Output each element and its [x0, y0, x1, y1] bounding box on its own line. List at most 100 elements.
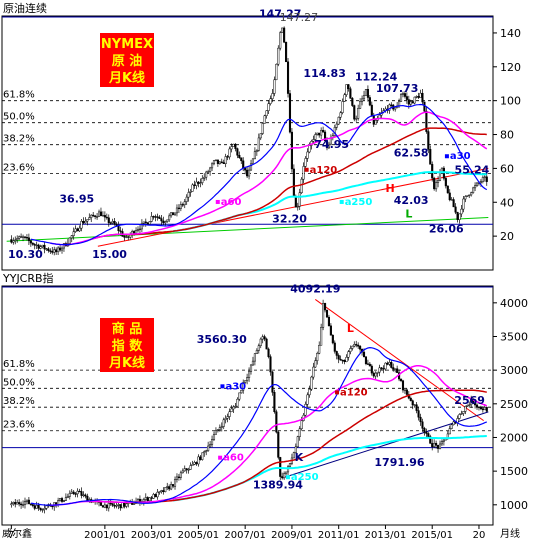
candle-body: [251, 158, 255, 165]
candle-body: [405, 389, 408, 395]
candle-body: [435, 182, 438, 190]
ma-label: a60: [221, 197, 242, 208]
candle-body: [419, 416, 422, 423]
candle-body: [16, 502, 19, 505]
ma-label: a60: [223, 453, 244, 464]
candle-body: [97, 211, 101, 217]
candle-body: [21, 504, 25, 506]
candle-body: [72, 231, 75, 236]
candle-body: [224, 417, 227, 421]
candle-body: [51, 250, 54, 253]
candle-body: [181, 470, 184, 474]
candle-body: [59, 498, 62, 501]
x-tick-label: 2001/01: [84, 530, 126, 540]
candle-body: [179, 472, 182, 478]
candle-body: [160, 490, 163, 492]
candle-body: [257, 345, 260, 351]
candle-body: [403, 389, 406, 391]
candle-body: [218, 427, 221, 430]
candle-body: [419, 92, 422, 98]
candle-body: [191, 184, 194, 192]
candle-body: [479, 181, 482, 184]
candle-body: [142, 499, 145, 502]
candle-body: [314, 360, 317, 368]
title-badge: [100, 318, 154, 372]
candle-body: [193, 462, 196, 465]
candle-body: [294, 446, 297, 453]
candle-body: [296, 436, 299, 448]
candle-body: [39, 246, 42, 249]
candle-body: [156, 216, 159, 218]
y-tick-label: 2500: [500, 398, 528, 411]
candle-body: [201, 178, 204, 183]
candle-body: [413, 96, 416, 104]
ma-label: a30: [450, 151, 471, 162]
candle-body: [343, 360, 346, 363]
candle-body: [359, 101, 362, 109]
candle-body: [468, 404, 471, 406]
y-tick-label: 20: [500, 230, 514, 243]
candle-body: [407, 99, 410, 105]
candle-body: [433, 442, 436, 447]
candle-body: [166, 486, 169, 488]
candle-body: [125, 503, 128, 507]
candle-body: [339, 358, 342, 361]
candle-body: [14, 239, 17, 242]
candle-body: [210, 163, 214, 169]
candle-body: [403, 93, 406, 97]
candle-body: [76, 490, 79, 495]
candle-body: [64, 497, 67, 501]
candle-body: [355, 118, 358, 120]
candle-body: [109, 222, 112, 224]
candle-body: [43, 244, 46, 250]
candle-body: [349, 348, 352, 352]
candle-body: [448, 192, 451, 201]
candle-body: [152, 216, 155, 218]
candle-body: [189, 191, 192, 193]
candle-body: [234, 143, 237, 149]
candle-body: [306, 151, 309, 159]
panel-crude-oil: 原油连续 61.8% 50.0% 38.2% 23.6% a60 a120 a250 a30 14…: [1, 1, 521, 271]
candle-body: [370, 365, 373, 374]
price-label: 147.27: [259, 8, 301, 21]
candle-body: [296, 206, 299, 208]
candle-body: [269, 356, 272, 373]
candle-body: [277, 47, 280, 65]
candle-body: [390, 104, 393, 106]
candle-body: [214, 159, 217, 161]
candle-body: [265, 110, 268, 116]
price-label: 74.95: [314, 138, 349, 151]
badge-text: 月K线: [108, 355, 145, 371]
candle-body: [12, 240, 15, 243]
candle-body: [286, 61, 290, 94]
candle-body: [366, 363, 369, 365]
trend-marker: K: [295, 451, 304, 464]
candle-body: [458, 414, 461, 419]
candle-body: [249, 364, 253, 372]
ma-marker: [339, 199, 344, 204]
price-label: 107.73: [376, 82, 418, 95]
candle-body: [411, 101, 414, 104]
price-label: 1791.96: [374, 456, 424, 469]
candle-body: [320, 327, 323, 346]
candle-body: [216, 429, 219, 431]
candle-body: [308, 388, 311, 396]
price-label: 15.00: [92, 248, 127, 261]
candle-body: [442, 439, 445, 442]
candle-body: [41, 509, 44, 511]
candle-body: [421, 92, 424, 103]
ma30-line: [30, 103, 488, 246]
candle-body: [146, 497, 149, 502]
candle-body: [417, 410, 420, 418]
candle-body: [244, 167, 247, 171]
candle-body: [74, 228, 77, 232]
badge-text: 指 数: [112, 338, 144, 354]
candle-body: [349, 88, 352, 99]
candle-body: [351, 345, 354, 349]
candle-body: [318, 345, 321, 354]
candle-body: [275, 63, 278, 81]
candle-body: [84, 494, 87, 497]
candle-body: [23, 501, 27, 505]
candle-body: [312, 139, 315, 142]
